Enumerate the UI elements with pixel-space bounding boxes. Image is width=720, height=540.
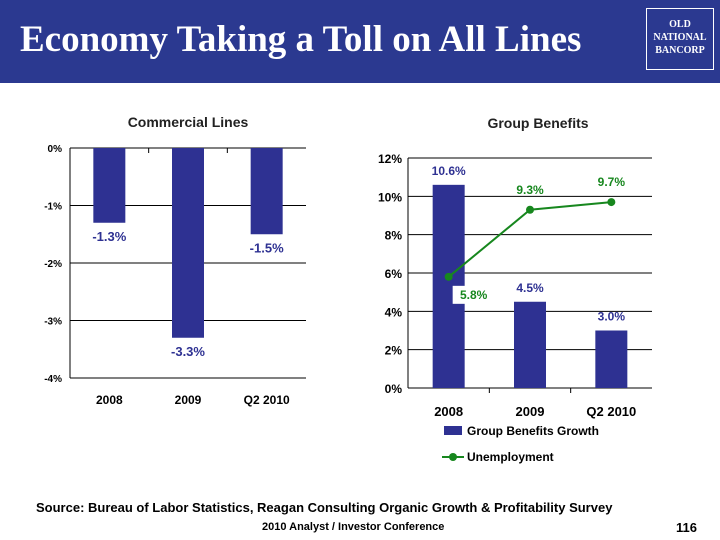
y-tick-label: 4%: [385, 305, 403, 319]
bar-data-label: 4.5%: [516, 281, 544, 295]
label-background: [452, 285, 495, 304]
x-tick-label: 2009: [175, 393, 202, 407]
y-tick-label: 8%: [385, 229, 403, 243]
y-tick-label: 2%: [385, 344, 403, 358]
x-tick-label: 2008: [96, 393, 123, 407]
x-tick-label: Q2 2010: [244, 393, 290, 407]
legend-bar-swatch: [444, 426, 462, 435]
data-label: -1.3%: [92, 229, 126, 244]
legend-label: Unemployment: [467, 450, 554, 464]
y-tick-label: -2%: [44, 259, 62, 270]
y-tick-label: -1%: [44, 202, 62, 213]
y-tick-label: 0%: [385, 382, 403, 396]
logo-line-3: BANCORP: [655, 45, 705, 56]
y-tick-label: 10%: [378, 190, 402, 204]
logo-frame: OLD NATIONAL BANCORP: [646, 8, 714, 70]
old-national-logo: OLD NATIONAL BANCORP: [636, 0, 720, 83]
y-tick-label: 12%: [378, 152, 402, 166]
source-note: Source: Bureau of Labor Statistics, Reag…: [36, 500, 613, 515]
conference-name: 2010 Analyst / Investor Conference: [262, 521, 445, 533]
bar: [514, 301, 546, 388]
bar: [250, 148, 283, 235]
data-label: -3.3%: [171, 344, 205, 359]
line-point: [444, 272, 453, 281]
bar: [172, 148, 204, 338]
line-data-label: 9.7%: [598, 175, 626, 189]
x-tick-label: 2008: [434, 404, 463, 419]
y-tick-label: -4%: [44, 374, 62, 385]
slide-title: Economy Taking a Toll on All Lines: [20, 19, 582, 60]
y-tick-label: -3%: [44, 317, 62, 328]
legend-label: Group Benefits Growth: [467, 424, 599, 438]
line-data-label: 5.8%: [460, 288, 488, 302]
line-point: [607, 198, 616, 207]
page-number: 116: [676, 520, 697, 535]
line-point: [526, 205, 534, 214]
bar: [93, 148, 126, 223]
x-tick-label: Q2 2010: [586, 404, 636, 419]
logo-line-1: OLD: [669, 19, 691, 30]
x-tick-label: 2009: [516, 404, 545, 419]
line-data-label: 9.3%: [516, 183, 544, 197]
y-tick-label: 0%: [48, 144, 63, 155]
legend-line-marker: [449, 453, 457, 461]
y-tick-label: 6%: [385, 267, 403, 281]
bar-data-label: 3.0%: [598, 310, 626, 324]
bar-data-label: 10.6%: [432, 164, 466, 178]
chart-title: Commercial Lines: [128, 114, 249, 130]
chart-title: Group Benefits: [487, 115, 588, 131]
logo-line-2: NATIONAL: [653, 32, 707, 43]
title-banner: Economy Taking a Toll on All Lines: [0, 0, 636, 83]
data-label: -1.5%: [250, 240, 284, 255]
bar: [595, 330, 628, 388]
